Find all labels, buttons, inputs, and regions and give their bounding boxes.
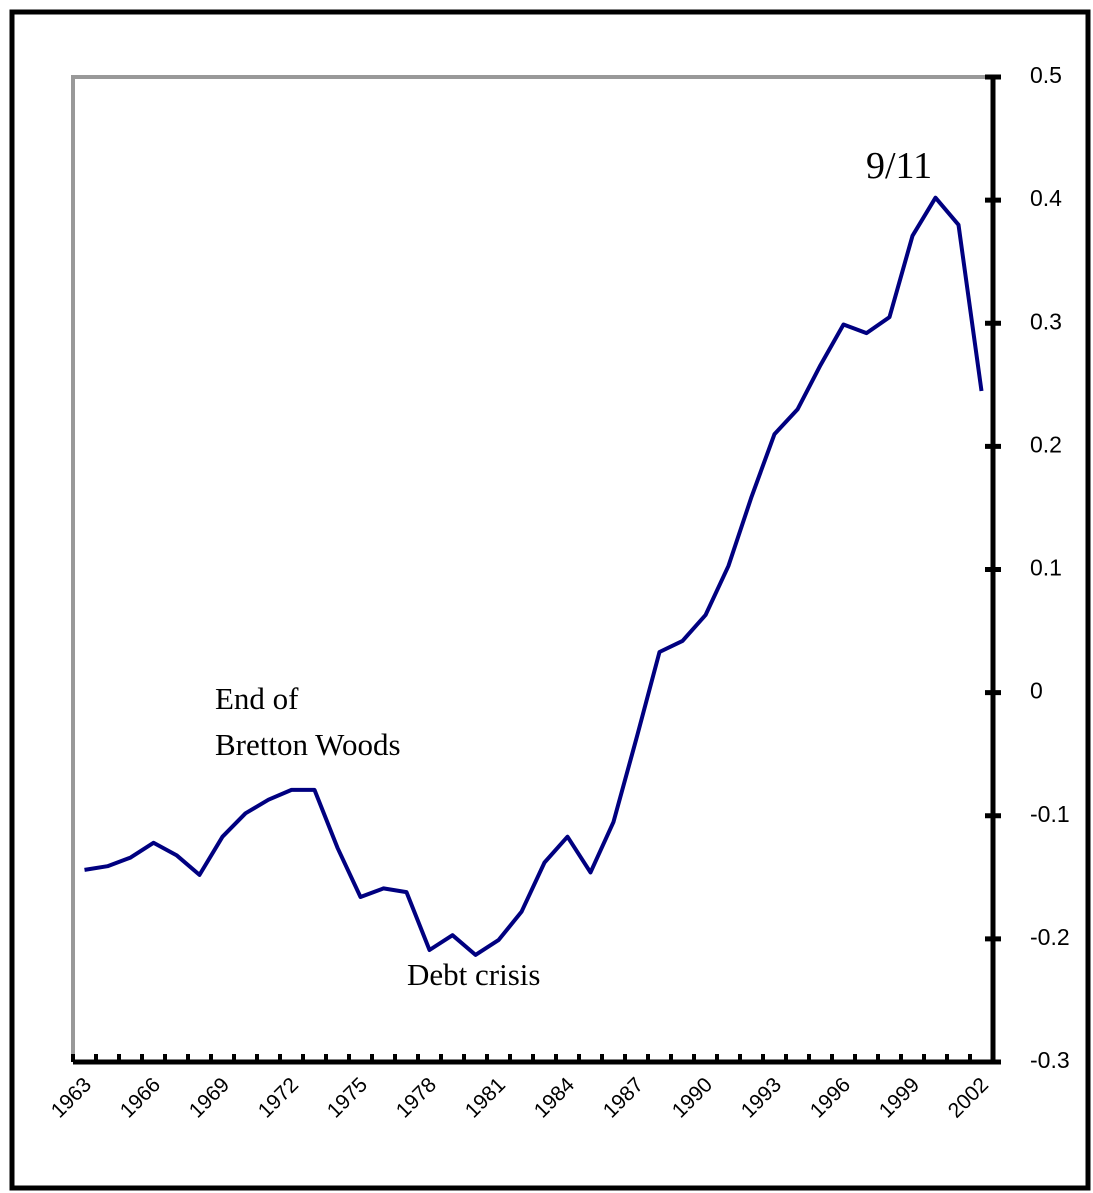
x-tick-label: 1975: [323, 1073, 372, 1122]
y-tick-label: 0.2: [1030, 431, 1062, 457]
x-tick-label: 1996: [806, 1073, 855, 1122]
y-tick-label: 0.5: [1030, 62, 1062, 88]
x-tick-label: 1966: [116, 1073, 165, 1122]
x-tick-label: 1999: [875, 1073, 924, 1122]
x-tick-label: 1987: [599, 1073, 648, 1122]
x-tick-label: 2002: [944, 1073, 993, 1122]
frame: [9, 9, 1091, 1191]
annotation: Bretton Woods: [215, 727, 401, 762]
x-tick-label: 1993: [737, 1073, 786, 1122]
x-tick-label: 1978: [392, 1073, 441, 1122]
plot-border: [71, 75, 993, 1062]
y-tick-label: 0.1: [1030, 555, 1062, 581]
data-line: [84, 195, 984, 957]
y-tick-label: 0.3: [1030, 308, 1062, 334]
x-tick-label: 1969: [185, 1073, 234, 1122]
x-tick-label: 1990: [668, 1073, 717, 1122]
annotation: Debt crisis: [407, 957, 540, 992]
x-tick-label: 1963: [47, 1073, 96, 1122]
y-tick-label: 0: [1030, 678, 1043, 704]
x-tick-label: 1984: [530, 1073, 580, 1123]
annotation: 9/11: [866, 145, 932, 187]
y-tick-label: -0.3: [1030, 1047, 1070, 1073]
x-tick-label: 1972: [254, 1073, 303, 1122]
x-tick-label: 1981: [461, 1073, 510, 1122]
y-tick-label: 0.4: [1030, 185, 1062, 211]
annotation: End of: [215, 681, 299, 716]
y-tick-label: -0.2: [1030, 924, 1070, 950]
y-tick-label: -0.1: [1030, 801, 1070, 827]
